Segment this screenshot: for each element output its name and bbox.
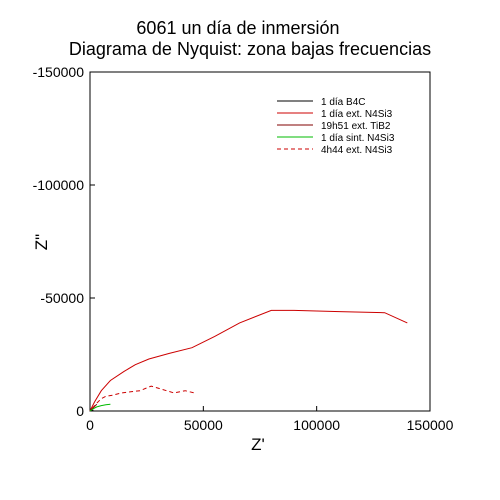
x-tick-label: 50000	[184, 417, 223, 433]
y-tick-label: -150000	[33, 64, 85, 80]
legend-label: 19h51 ext. TiB2	[321, 121, 391, 132]
y-tick-label: -100000	[33, 177, 85, 193]
y-axis-ticks: 0 -50000 -100000 -150000	[33, 64, 95, 419]
x-axis-label: Z'	[251, 435, 265, 454]
x-tick-label: 0	[86, 417, 94, 433]
series-line-3	[89, 403, 111, 412]
x-axis-ticks: 0 50000 100000 150000	[86, 406, 454, 433]
chart-title: 6061 un día de inmersión	[136, 18, 340, 38]
chart-subtitle: Diagrama de Nyquist: zona bajas frecuenc…	[68, 39, 432, 59]
legend-label: 4h44 ext. N4Si3	[321, 145, 393, 156]
x-tick-label: 100000	[293, 417, 340, 433]
series-lines	[89, 309, 408, 412]
legend-label: 1 día ext. N4Si3	[321, 109, 393, 120]
y-tick-label: -50000	[40, 290, 84, 306]
x-tick-label: 150000	[407, 417, 454, 433]
legend-label: 1 día B4C	[321, 97, 365, 108]
y-tick-label: 0	[76, 403, 84, 419]
y-axis-label: Z"	[32, 234, 51, 250]
series-line-1	[89, 309, 408, 412]
plot-frame	[89, 71, 431, 412]
legend-label: 1 día sint. N4Si3	[321, 133, 395, 144]
series-line-4	[91, 385, 195, 409]
